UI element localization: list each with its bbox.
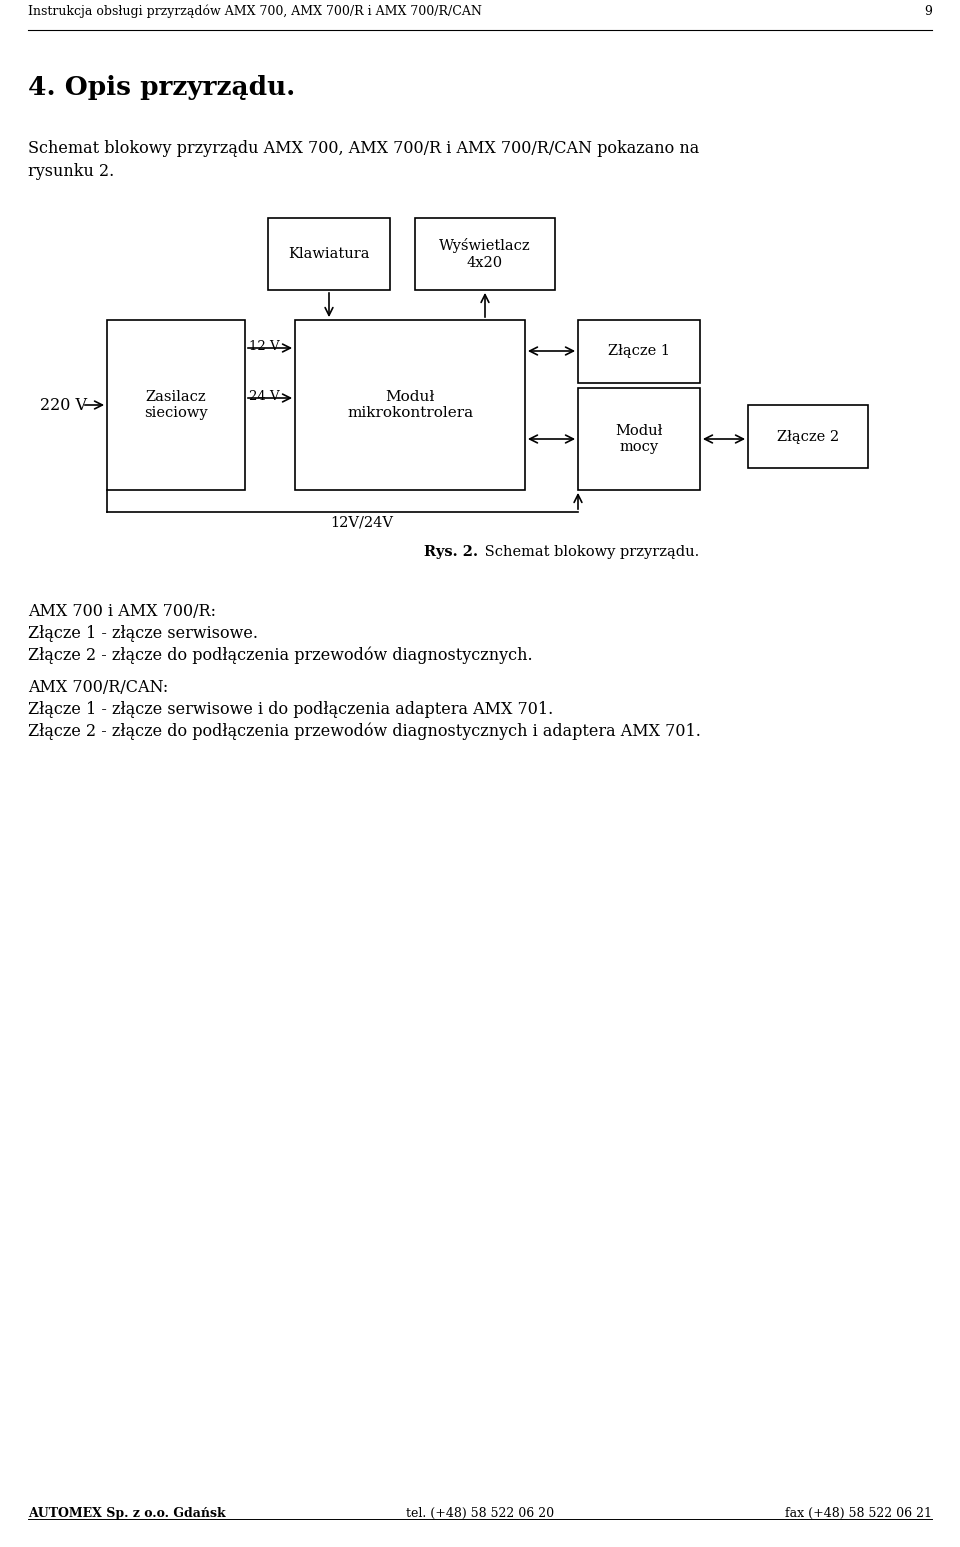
Text: Schemat blokowy przyrządu AMX 700, AMX 700/R i AMX 700/R/CAN pokazano na: Schemat blokowy przyrządu AMX 700, AMX 7…: [28, 139, 699, 156]
Text: Schemat blokowy przyrządu.: Schemat blokowy przyrządu.: [480, 545, 699, 558]
Text: Złącze 2 - złącze do podłączenia przewodów diagnostycznych i adaptera AMX 701.: Złącze 2 - złącze do podłączenia przewod…: [28, 722, 701, 741]
Text: Moduł
mikrokontrolera: Moduł mikrokontrolera: [347, 390, 473, 421]
Bar: [415, 218, 555, 289]
Text: Moduł
mocy: Moduł mocy: [615, 424, 662, 455]
Text: AMX 700 i AMX 700/R:: AMX 700 i AMX 700/R:: [28, 603, 216, 620]
Bar: [295, 320, 525, 490]
Text: 9: 9: [924, 5, 932, 19]
Text: AUTOMEX Sp. z o.o. Gdańsk: AUTOMEX Sp. z o.o. Gdańsk: [28, 1507, 226, 1521]
Text: Klawiatura: Klawiatura: [288, 248, 370, 261]
Text: 12V/24V: 12V/24V: [330, 515, 394, 529]
Text: Instrukcja obsługi przyrządów AMX 700, AMX 700/R i AMX 700/R/CAN: Instrukcja obsługi przyrządów AMX 700, A…: [28, 5, 482, 19]
Text: Złącze 2 - złącze do podłączenia przewodów diagnostycznych.: Złącze 2 - złącze do podłączenia przewod…: [28, 647, 533, 665]
Text: Złącze 1 - złącze serwisowe i do podłączenia adaptera AMX 701.: Złącze 1 - złącze serwisowe i do podłącz…: [28, 701, 553, 718]
Text: tel. (+48) 58 522 06 20: tel. (+48) 58 522 06 20: [406, 1507, 554, 1521]
Text: 220 V: 220 V: [40, 396, 87, 413]
Text: fax (+48) 58 522 06 21: fax (+48) 58 522 06 21: [785, 1507, 932, 1521]
Bar: [107, 320, 245, 490]
Text: Wyświetlacz
4x20: Wyświetlacz 4x20: [439, 238, 531, 269]
Text: 4. Opis przyrządu.: 4. Opis przyrządu.: [28, 74, 296, 101]
Text: rysunku 2.: rysunku 2.: [28, 162, 114, 179]
Text: 24 V: 24 V: [249, 390, 279, 404]
Bar: [578, 388, 700, 490]
Bar: [748, 405, 868, 469]
Bar: [578, 320, 700, 384]
Text: Rys. 2.: Rys. 2.: [424, 545, 478, 558]
Text: Złącze 2: Złącze 2: [777, 430, 839, 444]
Text: Złącze 1 - złącze serwisowe.: Złącze 1 - złącze serwisowe.: [28, 625, 258, 642]
Text: Zasilacz
sieciowy: Zasilacz sieciowy: [144, 390, 207, 421]
Bar: [268, 218, 390, 289]
Text: AMX 700/R/CAN:: AMX 700/R/CAN:: [28, 679, 168, 696]
Text: 12 V: 12 V: [249, 340, 279, 353]
Text: Złącze 1: Złącze 1: [608, 345, 670, 359]
